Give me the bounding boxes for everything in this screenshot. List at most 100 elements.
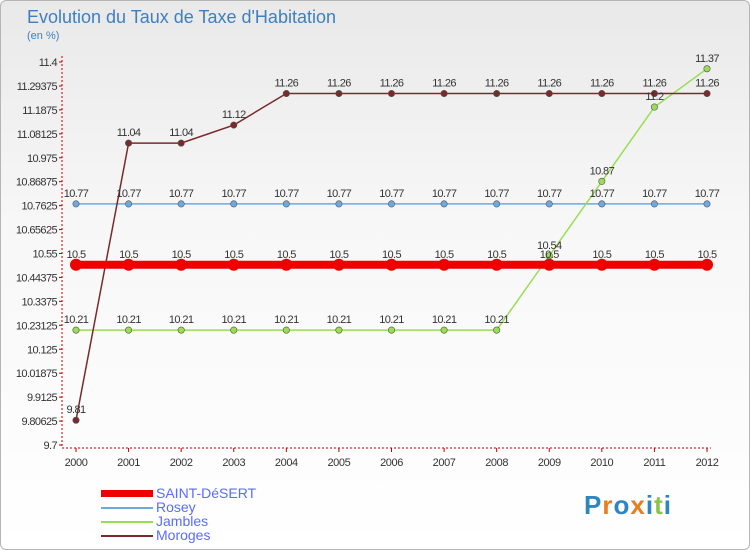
data-label: 10.77 [327,188,352,200]
legend-label-moroges: Moroges [156,527,211,543]
x-tick-label: 2001 [117,457,140,469]
y-tick-label: 11.1875 [22,105,57,117]
data-label: 10.77 [64,188,89,200]
data-point [70,258,82,271]
data-label: 11.12 [222,109,246,121]
data-label: 10.77 [590,188,615,200]
data-point [440,90,448,98]
legend-label-rosey: Rosey [156,499,196,515]
legend-swatch-saint-desert [101,490,153,497]
data-label: 10.21 [169,314,194,326]
data-label: 10.21 [379,314,404,326]
data-point [280,258,293,271]
data-point [387,326,395,334]
data-label: 10.77 [169,188,194,200]
x-tick-label: 2008 [485,457,508,469]
data-point [493,200,501,208]
logo-letter: i [645,490,655,520]
x-tick-label: 2012 [696,457,719,469]
logo-letter: x [630,490,646,520]
data-label: 10.87 [590,165,615,177]
data-point [440,326,448,334]
data-label: 11.26 [537,78,561,90]
data-point [493,90,501,98]
legend-swatch-moroges [101,535,153,537]
data-label: 11.26 [485,78,509,90]
legend-label-jambles: Jambles [156,513,209,529]
x-tick-label: 2009 [538,457,561,469]
data-point [598,90,606,98]
data-label: 10.5 [277,249,296,261]
data-label: 10.77 [537,188,562,200]
data-point [650,90,658,98]
y-tick-label: 10.975 [27,153,58,165]
data-point [438,258,451,271]
data-point [648,258,661,271]
y-tick-label: 10.01875 [16,368,58,380]
data-point [650,200,658,208]
data-label: 11.26 [274,78,298,90]
data-point [125,200,133,208]
data-label: 10.5 [697,249,716,261]
data-label: 10.77 [274,188,299,200]
x-tick-label: 2010 [590,457,613,469]
data-label: 11.26 [643,78,667,90]
data-label: 10.5 [540,249,559,261]
data-label: 10.5 [329,249,348,261]
data-label: 11.37 [695,53,719,65]
data-point [650,103,658,111]
data-label: 10.5 [119,249,138,261]
data-point [122,258,135,271]
data-label: 10.5 [487,249,506,261]
logo-letter: r [602,490,614,520]
data-point [440,200,448,208]
data-label: 10.21 [327,314,352,326]
data-point [230,200,238,208]
data-point [335,326,343,334]
data-label: 11.26 [590,78,614,90]
data-label: 9.81 [66,404,85,416]
logo-letter: t [654,490,664,520]
data-label: 10.5 [435,249,454,261]
data-label: 11.04 [117,127,141,139]
data-point [543,258,556,271]
legend-label-saint-desert: SAINT-DéSERT [156,485,257,501]
data-label: 10.21 [432,314,457,326]
data-label: 10.21 [484,314,509,326]
chart-subtitle: (en %) [27,30,60,42]
y-tick-label: 10.65625 [16,225,58,237]
chart-title: Evolution du Taux de Taxe d'Habitation [27,7,336,27]
data-label: 10.77 [642,188,667,200]
y-tick-label: 10.86875 [16,177,58,189]
y-tick-label: 9.80625 [21,416,57,428]
data-point [598,177,606,185]
y-tick-label: 9.7 [44,440,58,452]
y-tick-label: 10.55 [32,249,57,261]
y-tick-label: 11.29375 [17,81,58,93]
data-label: 11.2 [645,91,664,103]
data-label: 10.5 [592,249,611,261]
y-tick-label: 10.7625 [21,201,57,213]
y-tick-label: 10.3375 [21,296,57,308]
y-tick-label: 9.9125 [27,392,58,404]
data-point [177,200,185,208]
data-label: 10.54 [537,240,562,252]
data-point [282,90,290,98]
data-point [72,326,80,334]
y-tick-label: 11.08125 [17,129,58,141]
x-tick-label: 2002 [170,457,193,469]
data-point [493,326,501,334]
data-point [72,200,80,208]
data-point [335,200,343,208]
logo-letter: P [584,490,603,520]
y-tick-label: 10.23125 [16,320,58,332]
x-tick-label: 2011 [643,457,665,469]
legend-item-rosey: Rosey [101,500,361,514]
data-point [703,200,711,208]
x-tick-label: 2003 [222,457,245,469]
legend-swatch-rosey [101,507,153,509]
data-label: 10.21 [274,314,299,326]
data-label: 10.77 [484,188,509,200]
data-label: 10.5 [645,249,664,261]
